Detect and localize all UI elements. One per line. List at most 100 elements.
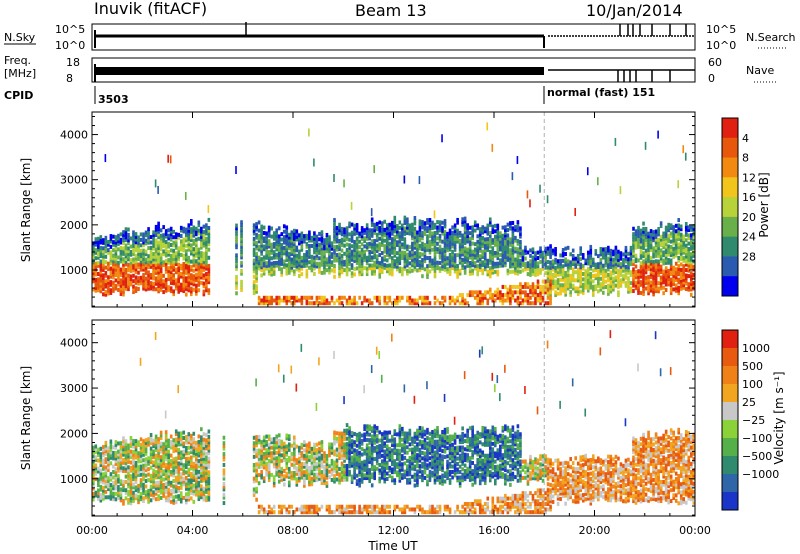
power-cell [112,253,115,258]
velocity-cell [255,486,258,491]
power-cell [561,258,565,263]
power-cell [571,267,575,272]
power-cell [99,254,103,259]
power-cell [147,278,150,283]
power-cell [509,264,512,269]
power-cell [401,253,404,258]
power-cell [197,253,201,258]
power-cell [99,259,103,264]
velocity-cell [174,445,178,450]
power-cell [559,277,562,282]
power-cell [549,244,552,249]
power-cell [684,246,688,251]
power-cell [664,255,668,260]
power-cell [122,246,125,251]
power-cell [164,229,168,234]
power-cell [692,264,696,269]
power-cell [345,242,349,247]
power-cell [421,241,424,246]
power-cell [642,283,645,288]
power-cell [644,275,648,280]
velocity-cell [205,451,208,456]
velocity-cell [147,442,150,447]
velocity-cell [152,452,155,457]
power-y-tick-label: 4000 [60,129,88,142]
power-cell [458,244,462,249]
power-cell [277,258,281,263]
power-cell [451,241,454,246]
power-ground-cell [416,301,419,306]
velocity-cell [222,435,226,440]
power-cell [511,234,515,239]
power-cell [92,260,95,265]
power-cell [272,244,276,249]
velocity-cell [162,477,165,482]
power-cell [506,255,510,260]
power-cell [581,271,585,276]
power-sparse-cell [418,176,421,185]
power-cell [478,267,482,272]
power-cell [406,252,409,257]
power-cell [644,259,648,264]
power-cell [94,248,98,253]
velocity-cell [267,450,271,455]
power-cell [350,222,354,227]
power-cell [207,277,211,282]
power-cell [614,248,618,253]
power-cell [463,240,467,245]
power-cell [390,261,394,266]
power-cell [398,247,402,252]
power-cell [157,251,160,256]
velocity-cell [255,437,258,442]
power-colorbar-segment [722,157,738,178]
power-cell [556,270,560,275]
power-cell [192,230,196,235]
power-cell [298,241,301,246]
velocity-cell [134,477,138,482]
velocity-cell [255,497,258,502]
power-cell [519,229,522,234]
velocity-cell [117,455,120,460]
power-cell [659,242,663,247]
power-cell [235,239,238,244]
velocity-cell [179,450,183,455]
velocity-cell [104,457,108,462]
power-ground-cell [529,287,532,292]
velocity-cell [104,473,108,478]
power-cell [634,229,638,234]
power-cell [506,249,510,254]
velocity-cell [102,491,105,496]
power-cell [499,252,502,257]
power-cell [293,263,296,268]
power-cell [632,248,635,253]
power-ground-cell [516,284,520,289]
power-cell [262,258,266,263]
velocity-cell [154,491,158,496]
power-cell [385,239,389,244]
power-cell [353,256,356,261]
power-cell [99,267,103,272]
power-cell [483,242,487,247]
power-cell [659,256,663,261]
power-ground-cell [305,301,309,306]
power-cell [127,268,130,273]
power-cell [262,225,266,230]
power-cell [325,232,329,237]
power-cell [182,280,186,285]
power-cell [182,240,186,245]
power-cell [97,288,100,293]
power-cell [599,268,603,273]
power-cell [692,243,696,248]
power-cell [370,217,374,222]
power-cell [509,248,512,253]
power-cell [127,249,130,254]
power-cell [566,267,570,272]
power-cell [612,287,615,292]
power-cell [609,251,613,256]
power-cell [433,236,437,241]
power-ground-cell [423,295,427,300]
velocity-cell [222,457,226,462]
cpid-label: CPID [4,89,33,102]
nsearch-tick-high: 10^5 [706,23,736,36]
power-cell [104,281,108,286]
